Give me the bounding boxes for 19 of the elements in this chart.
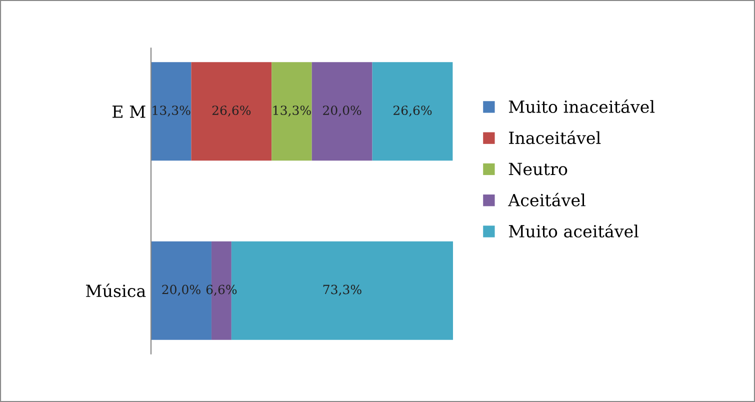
y-tick-label: E M — [112, 106, 146, 118]
y-tick-label: Música — [86, 284, 146, 298]
data-label: 13,3% — [273, 106, 311, 117]
data-label: 13,3% — [152, 106, 190, 117]
legend-label: Inaceitável — [509, 130, 601, 144]
bar — [151, 62, 192, 161]
bar — [372, 62, 453, 161]
bar — [191, 62, 272, 161]
bar — [312, 62, 372, 161]
data-label: 20,0% — [162, 284, 200, 296]
data-label: 26,6% — [393, 106, 432, 117]
legend-label: Aceitável — [508, 192, 586, 206]
data-label: 20,0% — [323, 106, 362, 117]
data-label: 26,6% — [212, 106, 251, 117]
legend-label: Neutro — [508, 162, 568, 176]
legend-label: Muito aceitável — [508, 224, 638, 238]
legend-label: Muito inaceitável — [508, 99, 655, 114]
bar — [272, 62, 312, 161]
data-label: 73,3% — [323, 284, 362, 296]
